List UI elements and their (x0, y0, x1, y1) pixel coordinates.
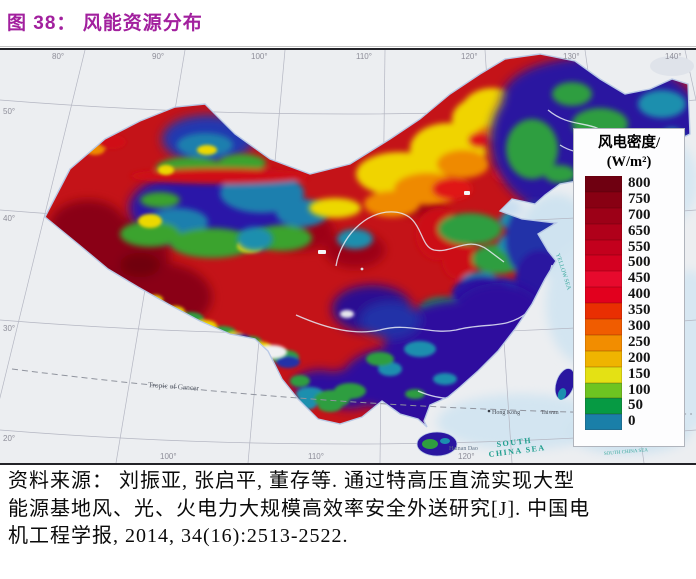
legend-value: 650 (628, 222, 651, 239)
legend-swatch (585, 223, 622, 240)
legend-swatch (585, 191, 622, 208)
source-text: 资料来源： 刘振亚, 张启平, 董存等. 通过特高压直流实现大型 能源基地风、光… (8, 468, 690, 551)
legend-swatch (585, 366, 622, 383)
graticule-tick-label: 100° (160, 452, 177, 461)
legend-value: 700 (628, 206, 651, 223)
taiwan-label: Taiwan (541, 410, 559, 416)
graticule-tick-label: 20° (3, 434, 16, 443)
hong-kong-dot (487, 409, 491, 413)
legend-value: 350 (628, 302, 651, 319)
south-china-sea-small-label: SOUTH CHINA SEA (604, 448, 649, 457)
graticule-tick-label: 140° (665, 52, 682, 61)
graticule-tick-label: 40° (3, 214, 16, 223)
legend-row: 450 (585, 270, 684, 288)
graticule-tick-label: 80° (52, 52, 65, 61)
hainan-label: Hainan Dao (449, 446, 478, 452)
legend-title-line1: 风电密度/ (597, 135, 661, 151)
china-outline (44, 53, 691, 428)
island-top-right (650, 56, 694, 76)
legend-swatch (585, 271, 622, 288)
legend-row: 500 (585, 254, 684, 272)
legend-swatch (585, 382, 622, 399)
legend-value: 50 (628, 397, 643, 414)
graticule-tick-label: 90° (152, 52, 165, 61)
legend-row: 550 (585, 238, 684, 256)
legend-rows: 800 750 700 650 550 500 450 400 350 300 250 200 150 1… (585, 175, 684, 431)
legend-value: 450 (628, 270, 651, 287)
graticule-tick-label: 50° (3, 107, 16, 116)
legend-value: 250 (628, 333, 651, 350)
tropic-of-cancer-label: Tropic of Cancer (148, 380, 200, 393)
legend-swatch (585, 398, 622, 415)
legend-row: 400 (585, 286, 684, 304)
graticule-tick-label: 30° (3, 324, 16, 333)
legend-row: 650 (585, 222, 684, 240)
graticule-tick-label: 120° (461, 52, 478, 61)
legend-row: 300 (585, 318, 684, 335)
source-line-3: 机工程学报, 2014, 34(16):2513-2522. (8, 525, 349, 547)
legend-swatch (585, 350, 622, 367)
legend-swatch (585, 319, 622, 335)
graticule-tick-label: 120° (458, 452, 475, 461)
legend-value: 150 (628, 365, 651, 382)
legend-swatch (585, 287, 622, 304)
legend-row: 100 (585, 381, 684, 399)
legend-value: 400 (628, 286, 651, 303)
graticule-tick-label: 100° (251, 52, 268, 61)
title-rule (0, 46, 696, 47)
legend-swatch (585, 303, 622, 320)
graticule-tick-label: 110° (356, 52, 372, 61)
legend-value: 300 (628, 318, 651, 335)
legend-row: 150 (585, 365, 684, 383)
legend-value: 200 (628, 349, 651, 366)
legend-swatch (585, 334, 622, 351)
legend-row: 50 (585, 397, 684, 415)
qinghai-pockets (237, 198, 373, 251)
city-marks (318, 191, 470, 271)
south-china-sea-label-1: SOUTH (496, 436, 532, 449)
legend-swatch (585, 239, 622, 256)
source-line-1: 资料来源： 刘振亚, 张启平, 董存等. 通过特高压直流实现大型 (8, 470, 575, 492)
legend-swatch (585, 176, 622, 192)
legend-row: 0 (585, 413, 684, 431)
wind-density-legend: 风电密度/ (W/m²) 800 750 700 650 550 500 450 400 350… (573, 128, 685, 447)
legend-swatch (585, 414, 622, 431)
legend-row: 250 (585, 333, 684, 351)
graticule-tick-label: 110° (308, 452, 324, 461)
taiwan-island (554, 368, 576, 400)
legend-value: 500 (628, 254, 651, 271)
legend-value: 550 (628, 238, 651, 255)
legend-swatch (585, 207, 622, 224)
legend-row: 800 (585, 175, 684, 192)
legend-row: 200 (585, 349, 684, 367)
legend-title-line2: (W/m²) (606, 154, 652, 170)
legend-value: 0 (628, 413, 636, 430)
source-line-2: 能源基地风、光、火电力大规模高效率安全外送研究[J]. 中国电 (8, 497, 591, 520)
hainan-island (416, 431, 458, 457)
legend-row: 750 (585, 190, 684, 208)
legend-row: 350 (585, 302, 684, 320)
legend-value: 100 (628, 381, 651, 398)
legend-value: 800 (628, 175, 651, 191)
figure-title: 图 38： 风能资源分布 (7, 13, 203, 34)
legend-value: 750 (628, 190, 651, 207)
legend-swatch (585, 255, 622, 272)
hong-kong-label: Hong Kong (492, 410, 520, 416)
legend-row: 700 (585, 206, 684, 224)
graticule-tick-label: 130° (563, 52, 580, 61)
